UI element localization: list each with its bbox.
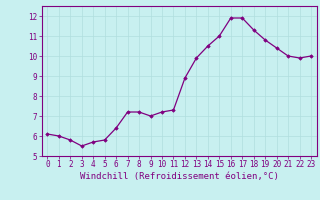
X-axis label: Windchill (Refroidissement éolien,°C): Windchill (Refroidissement éolien,°C) — [80, 172, 279, 181]
